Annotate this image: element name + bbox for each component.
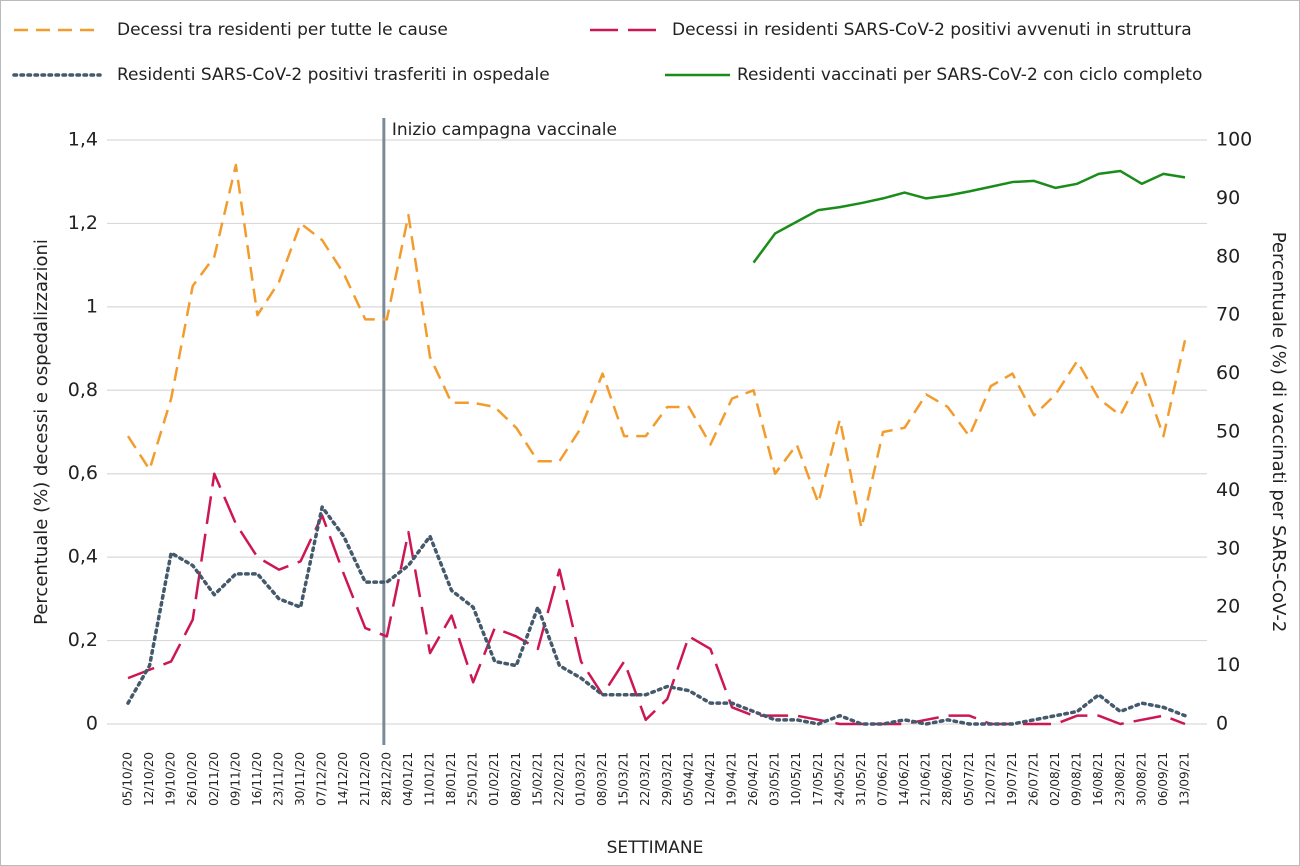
series-line <box>126 163 1187 530</box>
x-tick-label: 12/10/20 <box>142 752 156 806</box>
y-tick-label: 1,2 <box>68 212 98 234</box>
x-tick-label: 01/03/21 <box>574 752 588 806</box>
x-tick-label: 15/03/21 <box>617 752 631 806</box>
x-tick-label: 12/04/21 <box>703 752 717 806</box>
series-line <box>126 505 1187 726</box>
y-tick-label: 1,4 <box>68 129 98 151</box>
y2-tick-label: 40 <box>1216 479 1240 501</box>
x-tick-label: 05/04/21 <box>681 752 695 806</box>
y2-tick-label: 0 <box>1216 713 1228 735</box>
y2-tick-label: 70 <box>1216 304 1240 326</box>
y2-tick-label: 60 <box>1216 362 1240 384</box>
y2-axis-label: Percentuale (%) di vaccinati per SARS-Co… <box>1268 232 1289 633</box>
x-tick-label: 21/12/20 <box>358 752 372 806</box>
x-tick-label: 10/05/21 <box>789 752 803 806</box>
legend-label: Decessi in residenti SARS-CoV-2 positivi… <box>672 20 1192 40</box>
x-tick-label: 26/04/21 <box>746 752 760 806</box>
x-tick-label: 19/04/21 <box>725 752 739 806</box>
x-tick-label: 29/03/21 <box>660 752 674 806</box>
x-tick-label: 03/05/21 <box>768 752 782 806</box>
y2-tick-label: 100 <box>1216 129 1252 151</box>
x-tick-label: 19/07/21 <box>1005 752 1019 806</box>
legend-label: Decessi tra residenti per tutte le cause <box>117 20 448 40</box>
x-tick-label: 06/09/21 <box>1156 752 1170 806</box>
x-tick-label: 09/08/21 <box>1070 752 1084 806</box>
x-tick-label: 07/06/21 <box>876 752 890 806</box>
x-tick-label: 07/12/20 <box>315 752 329 806</box>
x-tick-label: 30/08/21 <box>1134 752 1148 806</box>
x-tick-label: 02/11/20 <box>207 752 221 806</box>
x-tick-label: 21/06/21 <box>919 752 933 806</box>
x-tick-label: 09/11/20 <box>228 752 242 806</box>
x-tick-label: 25/01/21 <box>466 752 480 806</box>
x-tick-label: 12/07/21 <box>983 752 997 806</box>
y-tick-label: 0,6 <box>68 462 98 484</box>
x-tick-label: 18/01/21 <box>444 752 458 806</box>
x-tick-label: 01/02/21 <box>487 752 501 806</box>
x-axis-label: SETTIMANE <box>607 838 704 858</box>
x-tick-label: 23/08/21 <box>1113 752 1127 806</box>
x-tick-label: 24/05/21 <box>832 752 846 806</box>
x-tick-label: 04/01/21 <box>401 752 415 806</box>
x-tick-label: 14/12/20 <box>336 752 350 806</box>
x-tick-label: 02/08/21 <box>1048 752 1062 806</box>
y2-tick-label: 50 <box>1216 421 1240 443</box>
x-tick-label: 22/02/21 <box>552 752 566 806</box>
x-tick-label: 11/01/21 <box>423 752 437 806</box>
x-tick-label: 05/07/21 <box>962 752 976 806</box>
series-line <box>752 169 1186 264</box>
y-tick-label: 0,8 <box>68 379 98 401</box>
x-tick-label: 28/12/20 <box>379 752 393 806</box>
annotation-text: Inizio campagna vaccinale <box>392 120 617 140</box>
y2-tick-label: 20 <box>1216 596 1240 618</box>
x-tick-label: 05/10/20 <box>121 752 135 806</box>
y2-tick-label: 10 <box>1216 654 1240 676</box>
x-tick-label: 14/06/21 <box>897 752 911 806</box>
x-tick-label: 30/11/20 <box>293 752 307 806</box>
y-tick-label: 1 <box>86 295 98 317</box>
x-tick-label: 15/02/21 <box>530 752 544 806</box>
x-tick-label: 17/05/21 <box>811 752 825 806</box>
y2-tick-label: 80 <box>1216 245 1240 267</box>
x-tick-label: 08/03/21 <box>595 752 609 806</box>
x-tick-label: 26/07/21 <box>1027 752 1041 806</box>
x-tick-label: 08/02/21 <box>509 752 523 806</box>
x-tick-label: 19/10/20 <box>164 752 178 806</box>
y2-tick-label: 30 <box>1216 537 1240 559</box>
x-tick-label: 16/08/21 <box>1091 752 1105 806</box>
y-tick-label: 0,4 <box>68 546 98 568</box>
x-tick-label: 26/10/20 <box>185 752 199 806</box>
legend-label: Residenti SARS-CoV-2 positivi trasferiti… <box>117 65 550 85</box>
x-tick-label: 31/05/21 <box>854 752 868 806</box>
y-axis-label: Percentuale (%) decessi e ospedalizzazio… <box>31 239 52 625</box>
y2-tick-label: 90 <box>1216 187 1240 209</box>
x-tick-label: 28/06/21 <box>940 752 954 806</box>
y-tick-label: 0 <box>86 713 98 735</box>
x-tick-label: 13/09/21 <box>1178 752 1192 806</box>
x-tick-label: 22/03/21 <box>638 752 652 806</box>
x-tick-label: 16/11/20 <box>250 752 264 806</box>
legend-label: Residenti vaccinati per SARS-CoV-2 con c… <box>737 65 1202 85</box>
y-tick-label: 0,2 <box>68 629 98 651</box>
x-tick-label: 23/11/20 <box>272 752 286 806</box>
